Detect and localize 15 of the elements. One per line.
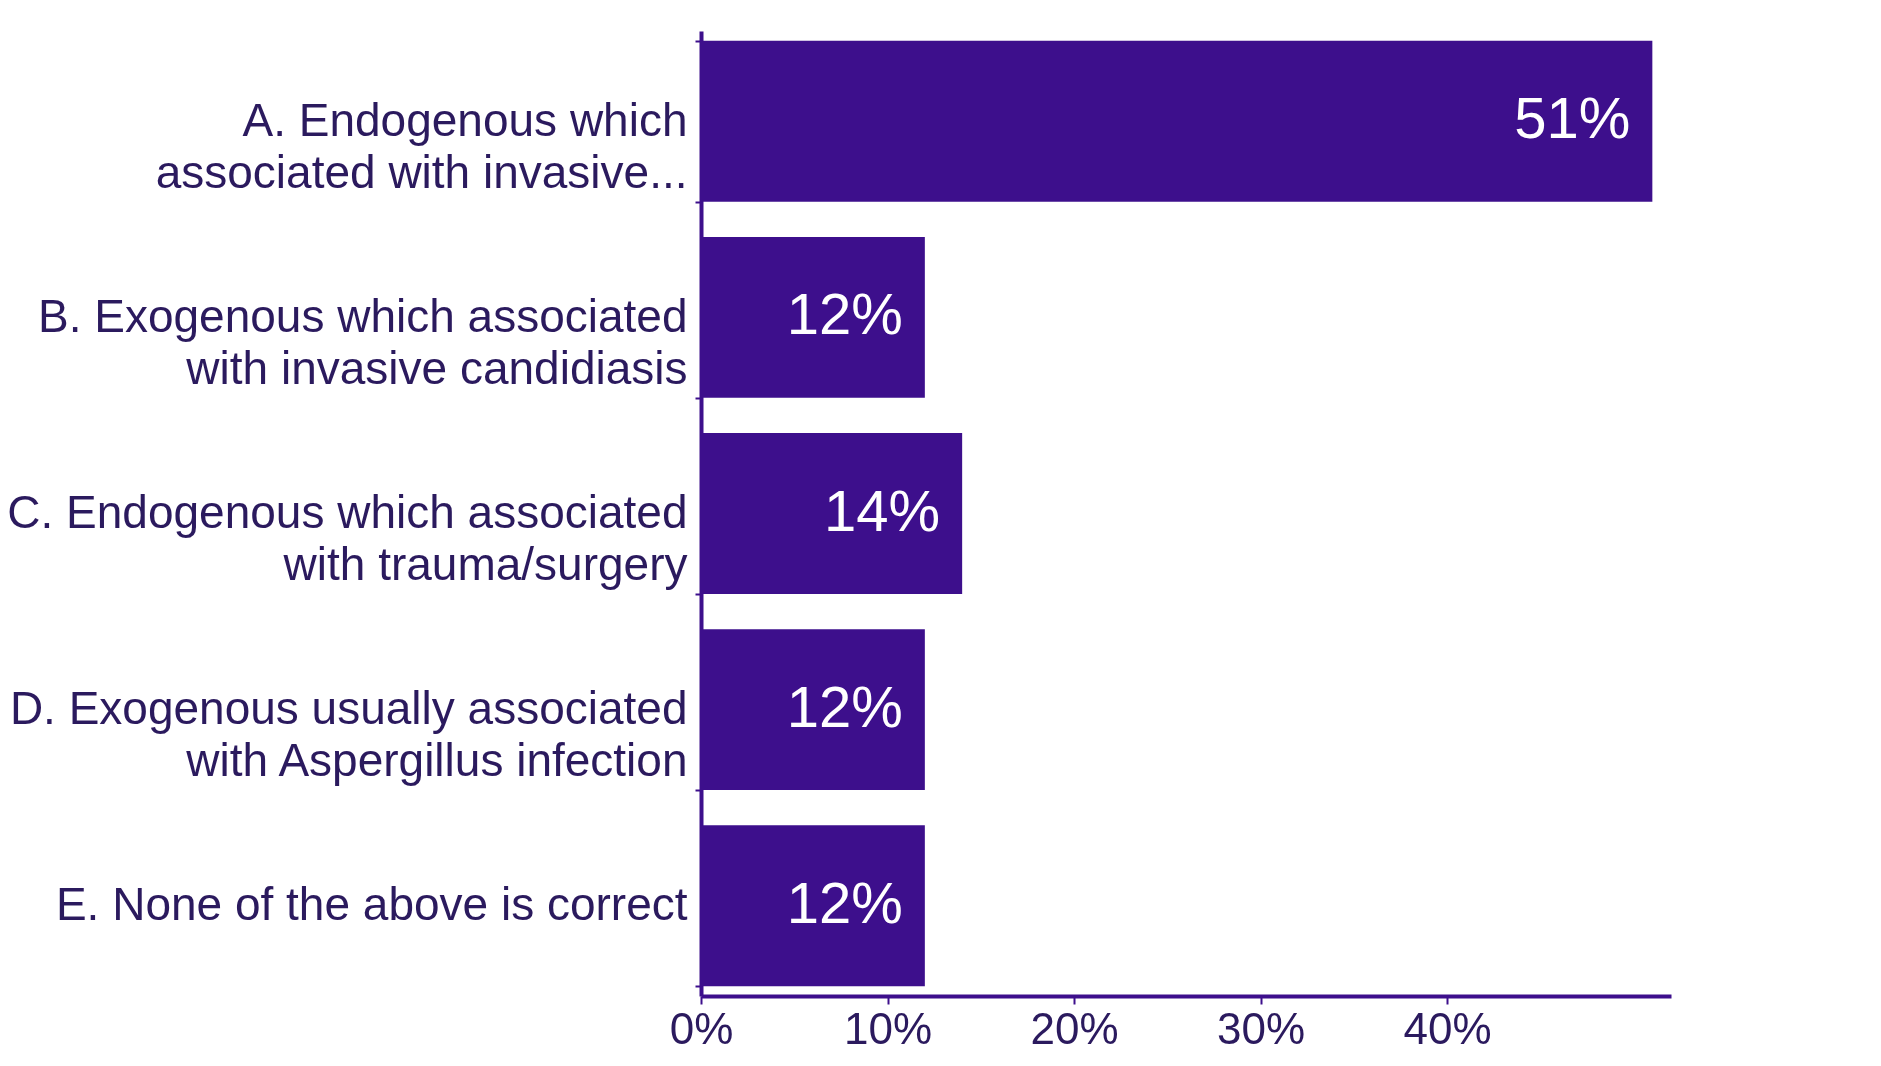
y-tick-label: E. None of the above is correct [55,878,688,931]
x-tick-label: 10% [844,1003,933,1053]
data-label: 51% [1514,85,1631,151]
y-tick-label: D. Exogenous usually associated with Aspergillus infection [9,682,688,787]
x-tick-label: 40% [1403,1003,1492,1053]
x-tick-label: 30% [1217,1003,1306,1053]
y-tick-label: B. Exogenous which associated with invasive candidiasis [37,289,688,394]
data-label: 12% [786,673,903,739]
data-label: 14% [824,477,941,543]
x-tick-label: 0% [669,1003,734,1053]
x-tick-label: 20% [1030,1003,1119,1053]
y-tick-label: A. Endogenous which associated with invasive... [155,93,688,198]
y-tick-label: C. Endogenous which associated with trauma/surgery [7,486,688,590]
data-label: 12% [786,869,903,935]
data-label: 12% [786,281,903,347]
